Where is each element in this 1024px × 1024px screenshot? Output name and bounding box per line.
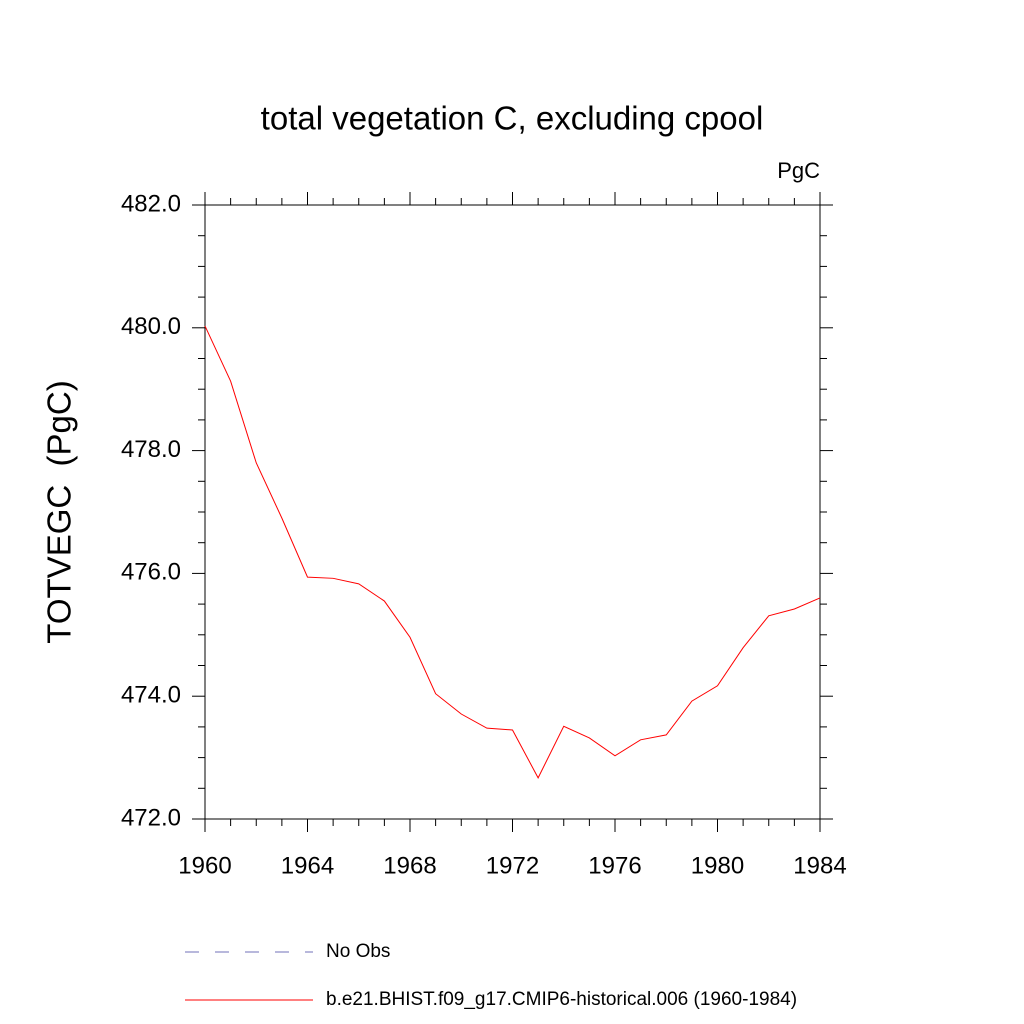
x-tick-label: 1964: [281, 852, 334, 879]
y-tick-label: 478.0: [121, 436, 181, 463]
x-tick-label: 1960: [178, 852, 231, 879]
x-tick-label: 1980: [691, 852, 744, 879]
units-label: PgC: [777, 158, 820, 183]
y-tick-label: 480.0: [121, 313, 181, 340]
legend-label: b.e21.BHIST.f09_g17.CMIP6-historical.006…: [326, 989, 797, 1010]
legend-label: No Obs: [326, 941, 390, 962]
data-line: [204, 325, 821, 779]
plot-frame: [204, 204, 821, 820]
y-tick-label: 472.0: [121, 804, 181, 831]
x-tick-label: 1984: [793, 852, 846, 879]
x-tick-label: 1976: [588, 852, 641, 879]
x-tick-label: 1972: [486, 852, 539, 879]
y-tick-label: 482.0: [121, 190, 181, 217]
y-tick-label: 474.0: [121, 682, 181, 709]
y-axis-label: TOTVEGC (PgC): [41, 380, 78, 643]
x-tick-label: 1968: [383, 852, 436, 879]
y-tick-label: 476.0: [121, 559, 181, 586]
chart-title: total vegetation C, excluding cpool: [261, 100, 764, 137]
